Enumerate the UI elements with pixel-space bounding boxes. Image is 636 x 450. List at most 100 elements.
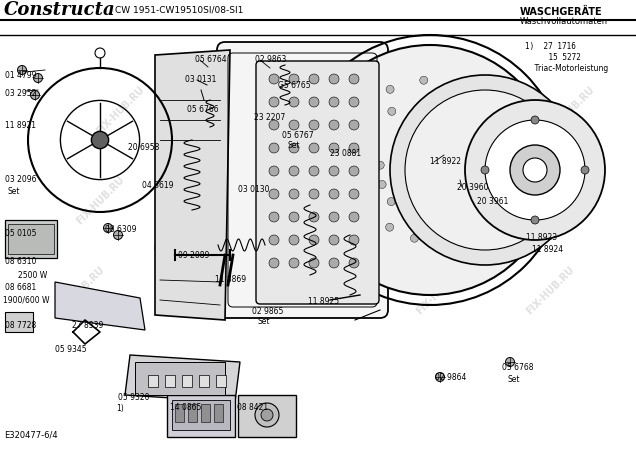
Text: 05 9345: 05 9345 [55,346,86,355]
Text: 03 0130: 03 0130 [238,185,270,194]
Bar [148,375,158,387]
Circle shape [269,235,279,245]
Circle shape [439,139,446,147]
Bar [238,395,296,437]
Bar [216,375,226,387]
Text: 09 2089: 09 2089 [178,251,209,260]
Text: 1): 1) [116,404,124,413]
Circle shape [18,66,27,75]
Circle shape [329,74,339,84]
Text: 02 9864: 02 9864 [435,373,466,382]
Text: 11 8921: 11 8921 [5,121,36,130]
Circle shape [456,166,464,174]
Bar [201,404,210,422]
Circle shape [434,117,442,125]
Polygon shape [125,355,240,402]
Text: 20 3961: 20 3961 [477,198,508,207]
Circle shape [453,177,462,185]
Text: 15 5272: 15 5272 [530,53,581,62]
Circle shape [388,108,396,115]
Text: FIX-HUB.RU: FIX-HUB.RU [314,84,366,136]
Circle shape [506,357,515,366]
Circle shape [349,143,359,153]
Circle shape [475,174,483,182]
Text: 08 6309: 08 6309 [105,225,137,234]
FancyBboxPatch shape [217,42,388,318]
Circle shape [289,166,299,176]
Text: WASCHGERÄTE: WASCHGERÄTE [520,7,603,17]
Circle shape [495,158,504,166]
Circle shape [531,216,539,224]
Text: 03 2096: 03 2096 [5,176,36,184]
Text: Set: Set [288,140,300,149]
Bar [214,404,223,422]
Circle shape [309,120,319,130]
Text: Waschvollautomaten: Waschvollautomaten [520,18,608,27]
Circle shape [415,194,423,202]
Circle shape [357,178,365,186]
Circle shape [349,258,359,268]
Circle shape [447,187,455,195]
Circle shape [269,97,279,107]
Circle shape [469,192,477,200]
Circle shape [329,97,339,107]
Text: FIX-HUB.RU: FIX-HUB.RU [94,84,146,136]
Circle shape [309,97,319,107]
Circle shape [405,188,413,196]
Circle shape [289,97,299,107]
Circle shape [345,205,353,213]
Circle shape [329,212,339,222]
Circle shape [454,81,462,89]
Bar [172,400,230,430]
Text: 11 8869: 11 8869 [215,275,246,284]
Bar [188,404,197,422]
Text: 27 8339: 27 8339 [72,321,104,330]
Text: Constructa: Constructa [4,1,116,19]
Bar [182,375,192,387]
Circle shape [349,74,359,84]
Text: 23 2207: 23 2207 [254,112,286,122]
Circle shape [289,189,299,199]
Circle shape [405,90,565,250]
Text: 05 6766: 05 6766 [187,105,219,114]
Text: FIX-HUB.RU: FIX-HUB.RU [304,174,356,226]
Text: 05 6764: 05 6764 [195,55,226,64]
Text: 08 7728: 08 7728 [5,321,36,330]
Circle shape [494,185,501,193]
Bar [165,375,175,387]
Circle shape [113,230,123,239]
Circle shape [465,100,605,240]
Bar [5,220,57,258]
Text: FIX-HUB.RU: FIX-HUB.RU [434,84,486,136]
Bar [175,404,184,422]
Text: 01 4799: 01 4799 [5,71,36,80]
Circle shape [92,131,109,149]
Circle shape [457,205,465,213]
Circle shape [349,189,359,199]
Circle shape [485,120,585,220]
Circle shape [309,166,319,176]
Circle shape [531,116,539,124]
Text: 05 6768: 05 6768 [502,364,534,373]
Text: FIX-HUB.RU: FIX-HUB.RU [184,174,236,226]
Circle shape [269,258,279,268]
Text: Triac-Motorleistung: Triac-Motorleistung [525,64,608,73]
Circle shape [289,212,299,222]
Circle shape [378,180,386,189]
Circle shape [415,117,423,125]
Circle shape [385,223,394,231]
Circle shape [386,86,394,93]
Circle shape [387,198,395,206]
Circle shape [377,161,384,169]
Circle shape [399,153,407,161]
Text: 08 6310: 08 6310 [5,257,36,266]
Circle shape [309,143,319,153]
Circle shape [510,145,560,195]
Circle shape [305,45,555,295]
Text: FIX-HUB.RU: FIX-HUB.RU [54,264,106,316]
Circle shape [406,144,414,152]
Circle shape [467,137,474,145]
Text: 05 6767: 05 6767 [282,130,314,140]
Circle shape [329,166,339,176]
Text: 11 8923: 11 8923 [526,234,557,243]
